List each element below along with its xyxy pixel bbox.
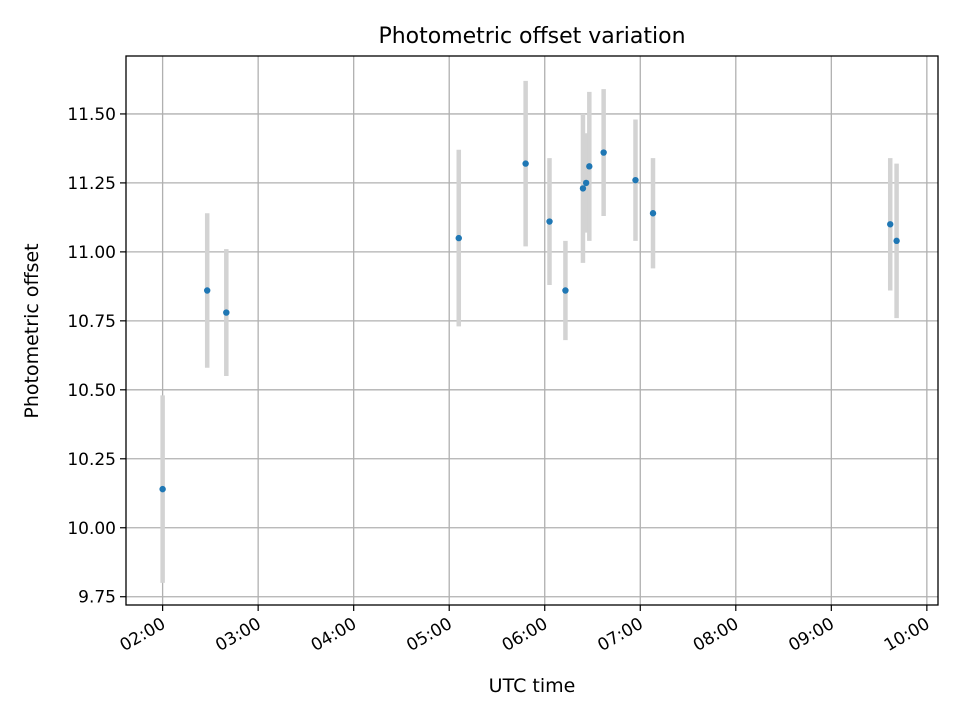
data-point: [649, 210, 657, 217]
data-point: [893, 237, 900, 245]
x-tick-label: 05:00: [403, 614, 455, 656]
y-tick-label: 10.00: [67, 519, 116, 539]
data-point: [600, 149, 607, 156]
x-tick-label: 06:00: [499, 614, 551, 656]
x-tick-label: 08:00: [690, 614, 742, 656]
y-tick-label: 10.25: [67, 450, 116, 470]
x-tick-label: 02:00: [117, 614, 169, 656]
data-points: [159, 149, 900, 493]
y-tick-label: 10.75: [67, 312, 116, 332]
y-tick-label: 11.00: [67, 243, 116, 263]
data-point: [579, 185, 587, 192]
plot-frame: [125, 55, 939, 606]
data-point: [455, 234, 462, 242]
data-point: [159, 485, 166, 493]
grid-lines: [126, 56, 938, 605]
x-tick-label: 07:00: [594, 614, 646, 656]
y-tick-label: 11.25: [67, 174, 116, 194]
x-tick-label: 03:00: [212, 614, 264, 656]
y-tick-label: 11.50: [67, 105, 116, 125]
data-point: [632, 176, 639, 184]
data-point: [546, 218, 553, 225]
chart-title: Photometric offset variation: [378, 24, 685, 49]
data-point: [582, 179, 590, 187]
y-axis-label: Photometric offset: [21, 243, 43, 418]
data-point: [887, 221, 894, 228]
data-point: [522, 160, 529, 167]
data-point: [223, 309, 230, 316]
x-tick-label: 10:00: [881, 614, 933, 656]
x-tick-label: 04:00: [308, 614, 360, 656]
y-tick-label: 9.75: [78, 588, 116, 608]
error-bars: [160, 80, 899, 583]
y-tick-label: 10.50: [67, 381, 116, 401]
x-axis-label: UTC time: [489, 675, 576, 697]
x-tick-label: 09:00: [785, 614, 837, 656]
data-point: [586, 163, 593, 170]
data-point: [562, 287, 569, 294]
y-axis-ticks: 9.75 10.00 10.25 10.50 10.75 11.00 11.25 11.50: [67, 105, 126, 608]
data-point: [204, 287, 211, 294]
x-axis-ticks: 02:00 03:00 04:00 05:00 06:00 07:00 08:00 09:00…: [117, 605, 933, 656]
